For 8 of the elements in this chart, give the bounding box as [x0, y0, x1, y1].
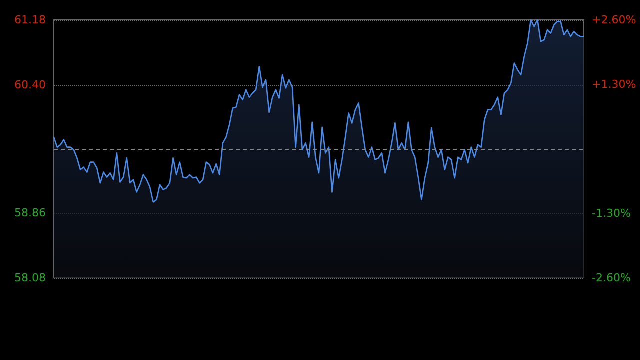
- y-tick-label: 58.08: [14, 272, 46, 284]
- y-tick-label: 58.86: [14, 206, 46, 220]
- y2-tick-label: -1.30%: [592, 207, 631, 220]
- y-tick-label: 61.18: [14, 14, 46, 26]
- y2-tick-label: -2.60%: [592, 272, 631, 284]
- y2-tick-label: +2.60%: [592, 14, 636, 26]
- y-tick-label: 60.40: [14, 78, 46, 92]
- y2-tick-label: +1.30%: [592, 78, 636, 91]
